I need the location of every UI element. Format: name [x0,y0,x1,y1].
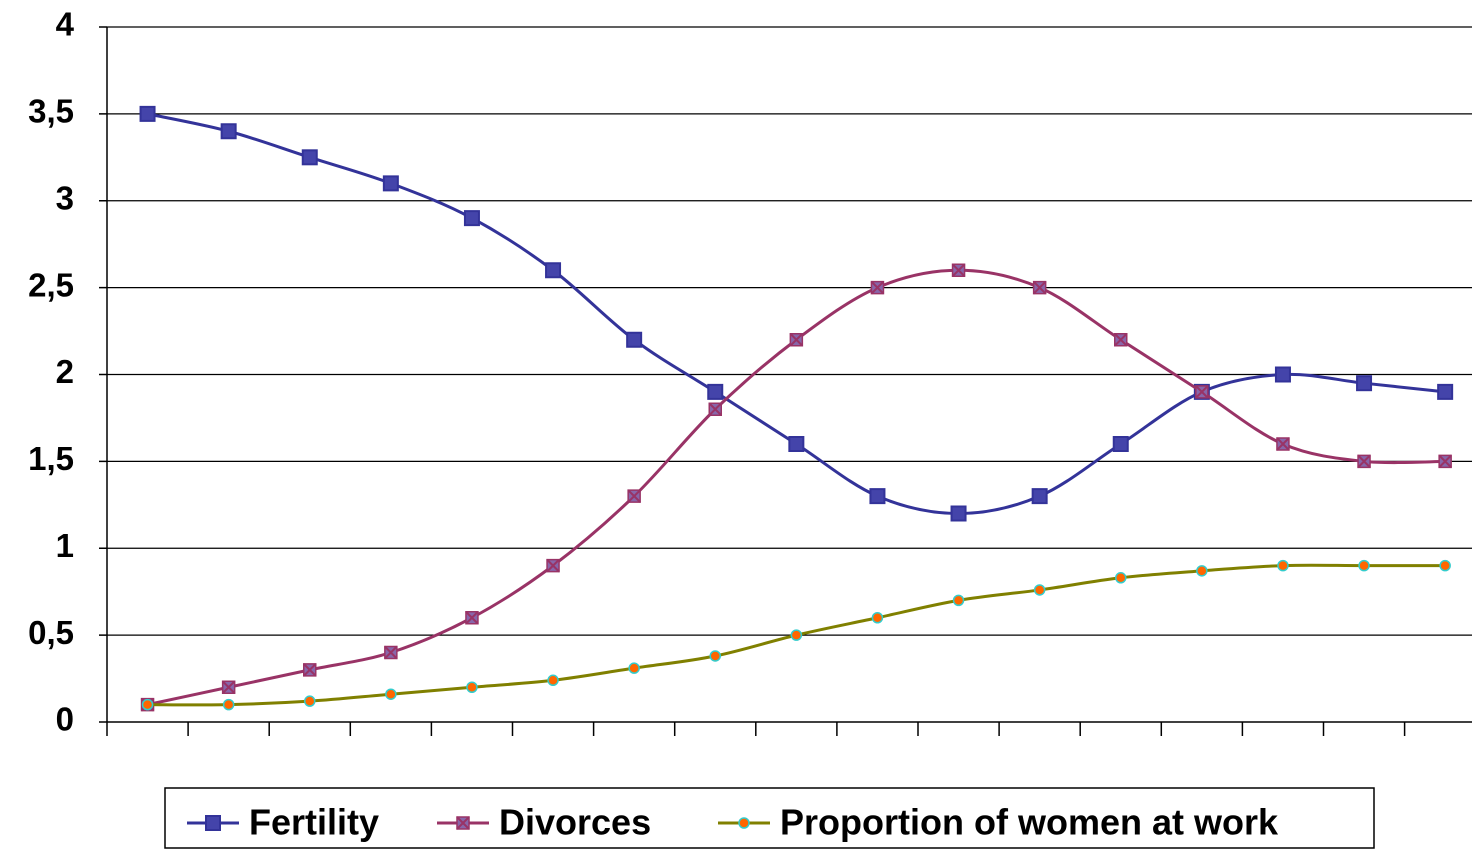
marker [205,815,221,831]
marker-x [789,333,804,347]
marker-x [303,663,317,677]
marker [709,650,721,662]
marker [790,629,803,641]
marker [627,489,641,503]
marker-x [221,680,236,694]
marker [789,333,804,347]
marker [1114,333,1128,347]
marker [139,105,156,122]
marker [707,383,724,400]
marker [952,594,965,607]
marker [384,645,398,660]
y-tick-label: 3,5 [28,93,74,130]
marker [301,149,318,166]
marker [1276,437,1290,451]
marker [221,680,236,694]
marker [382,175,399,192]
y-tick-label: 0,5 [28,614,74,651]
marker [628,662,640,674]
marker [1274,366,1291,383]
legend-label: Fertility [249,802,379,843]
marker [546,558,560,573]
marker-x [1357,454,1371,469]
marker [950,505,967,522]
marker [871,612,884,624]
legend-box [164,787,1375,849]
marker [1115,572,1127,584]
marker [545,262,562,279]
marker [303,663,317,677]
marker [465,611,479,625]
marker-x [708,402,722,416]
marker [1033,584,1046,596]
marker [1358,559,1370,572]
marker-x [1032,280,1047,295]
y-tick-label: 2 [56,353,74,390]
marker [304,695,316,707]
marker [626,331,643,348]
marker [1032,280,1047,295]
marker-x [870,280,885,295]
legend-label: Divorces [499,802,651,843]
marker-x [384,645,398,660]
y-tick-label: 2,5 [28,266,74,303]
marker [456,816,470,830]
marker [1437,383,1454,400]
marker-x [627,489,641,503]
marker-x [1276,437,1290,451]
marker [788,436,805,452]
legend-label: Proportion of women at work [780,802,1279,843]
marker [869,488,886,505]
marker-x [465,611,479,625]
marker [547,674,559,687]
marker [738,817,750,829]
marker [951,263,966,277]
marker [1277,559,1289,572]
marker [141,698,154,711]
y-tick-label: 3 [56,179,74,216]
marker [1195,385,1209,399]
y-tick-label: 4 [56,6,75,43]
marker-x [1195,385,1209,399]
marker-x [951,263,966,277]
marker [1031,488,1048,505]
marker [463,210,480,227]
marker [385,688,397,700]
y-tick-label: 0 [56,701,74,738]
marker [1357,454,1371,469]
marker [1112,436,1129,452]
marker [222,698,235,711]
marker-x [1438,454,1452,469]
marker [1356,375,1373,392]
marker [1196,565,1208,577]
marker [1438,454,1452,469]
marker [1439,559,1451,572]
series-line [147,112,1446,516]
marker [220,123,237,140]
y-tick-label: 1,5 [28,440,74,477]
marker-x [1114,333,1128,347]
marker-x [546,558,560,573]
marker-x [456,816,470,830]
marker [870,280,885,295]
marker [466,681,478,693]
y-tick-label: 1 [56,527,74,564]
marker [708,402,722,416]
